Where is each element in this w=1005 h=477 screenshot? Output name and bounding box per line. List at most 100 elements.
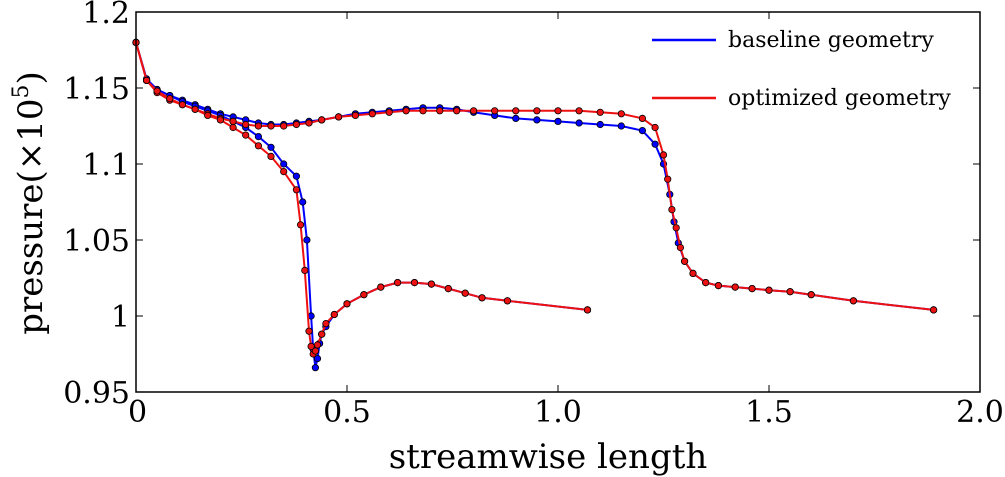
y-axis-label: pressure(×105) [9,71,51,335]
data-point [765,286,773,294]
data-point [299,198,307,206]
data-point [596,108,604,116]
y-tick-label: 1.05 [63,224,130,259]
data-point [377,283,385,291]
data-point [303,236,311,244]
data-point [292,172,300,180]
data-point [216,116,224,124]
data-point [786,288,794,296]
data-point [664,175,672,183]
data-point [292,186,300,194]
data-point [343,300,351,308]
data-point [143,76,151,85]
series-line [135,42,934,311]
data-point [305,119,313,127]
x-tick-label: 0.5 [323,395,371,430]
y-axis-label-main: pressure(×10 [11,98,51,334]
data-point [254,122,262,130]
data-point [229,123,237,132]
data-point [659,151,668,159]
data-point [267,152,275,160]
data-point [731,283,739,291]
data-point [672,224,680,232]
data-point [242,131,250,139]
data-point [296,221,305,229]
legend: baseline geometry optimized geometry [652,28,951,111]
axis-ticks: 0 0.5 1.0 1.5 2.0 0.95 1 1.05 1.1 1.15 1.2 [63,0,1004,430]
data-point [512,107,520,115]
data-point [680,257,689,265]
data-point [554,117,562,126]
data-point [292,120,300,129]
data-point [318,116,326,124]
x-axis-label: streamwise length [389,437,708,477]
data-point [461,289,469,297]
data-point [638,114,647,123]
data-point [503,297,511,305]
data-point [178,101,186,109]
data-point [280,168,288,176]
data-point [575,119,583,127]
data-point [204,111,212,120]
data-point [714,281,723,290]
legend-label: optimized geometry [728,86,951,111]
data-point [533,107,541,115]
data-point [166,95,174,103]
data-point [410,278,419,287]
data-point [313,354,322,363]
data-point [267,143,275,151]
data-point [478,294,486,302]
data-point [436,107,444,115]
series-line [135,42,588,368]
data-point [191,105,199,113]
data-point [651,123,659,132]
data-point [385,108,393,116]
data-point [427,280,435,288]
y-axis-label-exponent: 5 [9,84,34,98]
data-point [318,330,326,338]
data-point [229,117,237,126]
plot-area [132,38,938,372]
y-tick-label: 1 [111,300,130,335]
x-tick-label: 1.5 [745,395,793,430]
data-point [305,327,313,335]
data-point [849,297,858,305]
y-tick-label: 1.2 [82,0,130,31]
data-point [469,107,478,115]
data-point [330,310,338,319]
data-point [311,364,319,372]
y-tick-label: 1.1 [82,148,130,183]
data-point [554,107,562,115]
data-point [242,120,250,129]
data-point [617,110,625,118]
data-point [807,291,815,299]
data-point [334,113,343,121]
data-point [153,87,161,95]
x-tick-label: 0 [128,395,147,430]
data-point [533,116,541,124]
data-point [491,107,499,115]
series-line [135,42,934,311]
data-point [512,114,520,123]
data-point [583,306,592,314]
y-axis-label-suffix: ) [11,71,51,84]
data-point [617,122,625,130]
data-point [254,133,262,141]
data-point [676,244,685,252]
data-point [351,111,359,120]
plot-frame [135,11,981,393]
x-tick-label: 1.0 [534,395,582,430]
svg-text:pressure(×105): pressure(×105) [9,71,51,335]
data-point [301,266,309,274]
series-line [135,42,588,357]
data-point [444,284,452,293]
y-tick-label: 0.95 [63,376,130,411]
y-tick-label: 1.15 [63,72,130,107]
data-point [453,107,461,115]
data-point [748,284,756,293]
data-point [419,107,427,115]
data-point [596,120,604,129]
data-point [360,291,368,299]
legend-label: baseline geometry [728,28,934,53]
